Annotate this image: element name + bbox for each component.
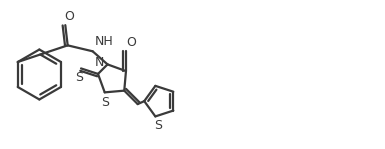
Text: S: S [101,96,109,109]
Text: NH: NH [95,35,114,48]
Text: O: O [64,10,74,23]
Text: S: S [75,71,83,84]
Text: N: N [95,56,104,69]
Text: S: S [154,119,162,132]
Text: O: O [126,36,136,49]
